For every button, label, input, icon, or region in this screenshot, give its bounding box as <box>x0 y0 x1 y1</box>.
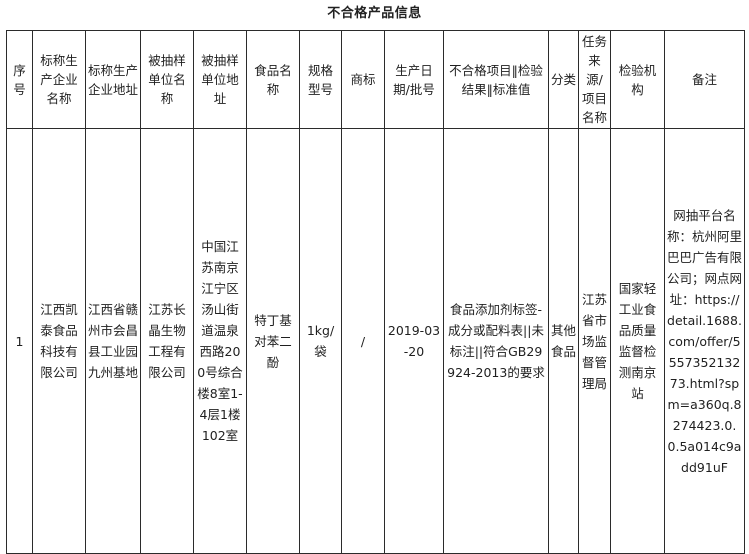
column-header-producer-address: 标称生产企业地址 <box>85 30 141 129</box>
cell-task-source: 江苏省市场监督管理局 <box>578 128 611 554</box>
report-page: 不合格产品信息 序号 标称生产企业名称 标称生产企业地址 被抽样单位名称 被抽样… <box>6 6 745 554</box>
cell-sampled-unit-name: 江苏长晶生物工程有限公司 <box>140 128 194 554</box>
column-header-sampled-unit-address: 被抽样单位地址 <box>193 30 247 129</box>
cell-remark: 网抽平台名称：杭州阿里巴巴广告有限公司；网点网址：https://detail.… <box>664 128 745 554</box>
column-header-inspection-org: 检验机构 <box>610 30 665 129</box>
column-header-failed-items: 不合格项目‖检验结果‖标准值 <box>443 30 549 129</box>
cell-production-date: 2019-03-20 <box>384 128 444 554</box>
cell-spec-model: 1kg/袋 <box>299 128 342 554</box>
cell-sampled-unit-address: 中国江苏南京江宁区汤山街道温泉西路200号综合楼8室1-4层1楼102室 <box>193 128 247 554</box>
column-header-index: 序号 <box>6 30 33 129</box>
column-header-food-name: 食品名称 <box>246 30 300 129</box>
table-header-row: 序号 标称生产企业名称 标称生产企业地址 被抽样单位名称 被抽样单位地址 食品名… <box>6 30 745 129</box>
cell-food-name: 特丁基对苯二酚 <box>246 128 300 554</box>
page-title: 不合格产品信息 <box>327 6 422 21</box>
column-header-task-source: 任务来源/项目名称 <box>578 30 611 129</box>
cell-brand: / <box>341 128 385 554</box>
column-header-remark: 备注 <box>664 30 745 129</box>
column-header-spec-model: 规格型号 <box>299 30 342 129</box>
cell-producer-name: 江西凯泰食品科技有限公司 <box>32 128 86 554</box>
column-header-category: 分类 <box>548 30 579 129</box>
cell-index: 1 <box>6 128 33 554</box>
cell-category: 其他食品 <box>548 128 579 554</box>
table-row: 1 江西凯泰食品科技有限公司 江西省赣州市会昌县工业园九州基地 江苏长晶生物工程… <box>6 128 745 554</box>
cell-inspection-org: 国家轻工业食品质量监督检测南京站 <box>610 128 665 554</box>
column-header-production-date: 生产日期/批号 <box>384 30 444 129</box>
column-header-sampled-unit-name: 被抽样单位名称 <box>140 30 194 129</box>
column-header-producer-name: 标称生产企业名称 <box>32 30 86 129</box>
unqualified-products-table: 序号 标称生产企业名称 标称生产企业地址 被抽样单位名称 被抽样单位地址 食品名… <box>6 30 745 554</box>
column-header-brand: 商标 <box>341 30 385 129</box>
cell-failed-items: 食品添加剂标签-成分或配料表||未标注||符合GB29924-2013的要求 <box>443 128 549 554</box>
cell-producer-address: 江西省赣州市会昌县工业园九州基地 <box>85 128 141 554</box>
